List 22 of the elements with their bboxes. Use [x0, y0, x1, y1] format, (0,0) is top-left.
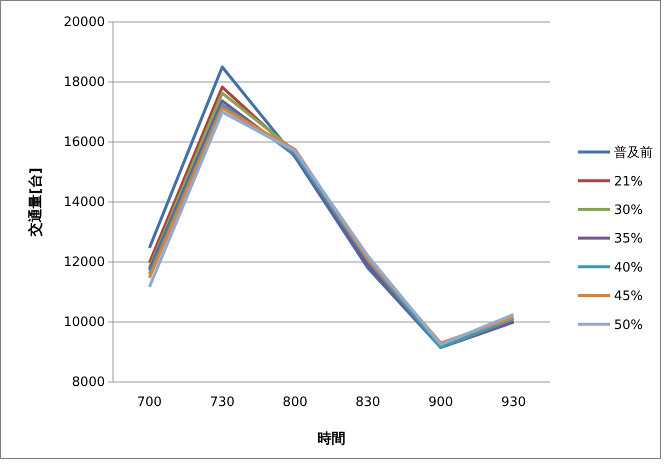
y-tick-label: 8000 [72, 375, 105, 390]
y-tick-label: 10000 [64, 315, 105, 330]
x-tick-label: 930 [501, 394, 526, 410]
x-axis-title: 時間 [318, 431, 346, 447]
legend-label: 40% [614, 260, 643, 276]
y-tick-label: 14000 [64, 195, 105, 210]
x-tick-label: 700 [137, 394, 162, 410]
y-axis-title: 交通量[台] [27, 168, 44, 238]
y-tick-label: 20000 [64, 15, 105, 30]
legend-label: 普及前 [614, 144, 653, 161]
legend-label: 35% [614, 232, 643, 247]
x-tick-label: 830 [356, 394, 380, 410]
y-tick-label: 12000 [64, 255, 105, 270]
y-tick-label: 16000 [64, 135, 105, 150]
x-tick-label: 730 [210, 394, 235, 410]
x-tick-label: 800 [282, 394, 308, 410]
legend-label: 50% [614, 318, 643, 333]
y-tick-label: 18000 [64, 75, 105, 90]
legend-label: 30% [614, 202, 643, 218]
x-tick-label: 900 [428, 394, 454, 410]
legend-label: 45% [614, 289, 643, 304]
legend-label: 21% [614, 174, 643, 190]
